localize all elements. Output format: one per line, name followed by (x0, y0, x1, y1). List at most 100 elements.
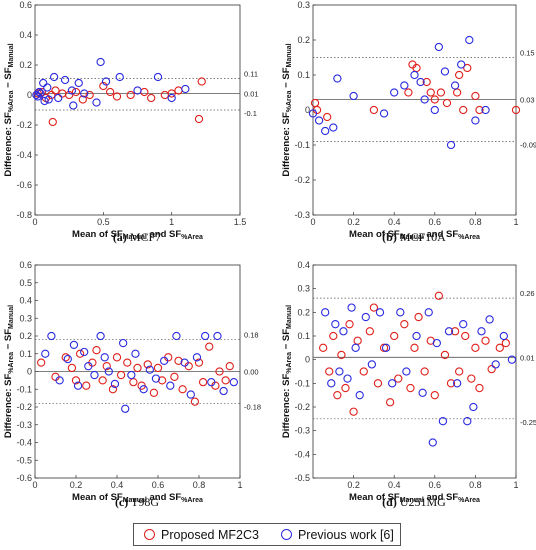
x-tick-label: 0.6 (429, 480, 442, 490)
data-point (194, 358, 204, 367)
data-point (325, 367, 334, 376)
data-point (121, 404, 130, 413)
data-point (430, 95, 439, 104)
data-point (40, 96, 49, 106)
data-point (402, 367, 411, 376)
data-point (60, 75, 70, 85)
data-point (63, 354, 72, 364)
data-point (375, 308, 385, 317)
series-previous (32, 57, 190, 110)
data-point (82, 381, 91, 390)
data-point (170, 372, 179, 381)
x-tick-label: 0 (32, 480, 37, 490)
y-tick-label: -0.5 (16, 455, 32, 465)
data-point (385, 398, 395, 407)
x-tick-label: 0.4 (388, 480, 401, 490)
data-point (444, 327, 454, 336)
data-point (436, 88, 446, 97)
legend-item-proposed: Proposed MF2C3 (144, 528, 259, 542)
data-point (133, 363, 142, 373)
data-point (49, 72, 59, 82)
data-point (420, 95, 429, 104)
data-point (390, 331, 399, 341)
y-tick-label: 0.4 (19, 296, 32, 306)
data-point (367, 360, 377, 369)
data-point (198, 377, 208, 387)
data-point (485, 315, 494, 324)
chart-panel-mcf7: 0 0.5 1 1.5 -0.8 -0.6 -0.4 -0.2 0 0.2 0.4 0.6 0.11 0.… (3, 0, 259, 241)
data-point (104, 367, 113, 376)
data-point (174, 356, 183, 365)
data-point (197, 77, 206, 86)
data-point (331, 320, 340, 329)
data-point (404, 88, 413, 97)
data-point (446, 379, 456, 388)
x-tick-label: 0.2 (347, 480, 360, 490)
legend-label-previous: Previous work [6] (297, 527, 394, 542)
data-point (33, 89, 42, 98)
data-point (420, 367, 429, 376)
data-point (153, 72, 163, 82)
data-point (461, 331, 470, 341)
data-point (463, 417, 472, 426)
blue-circle-marker-icon (280, 529, 292, 540)
data-point (323, 112, 332, 122)
data-point (98, 376, 107, 385)
data-point (440, 67, 450, 76)
data-point (99, 81, 108, 91)
data-point (65, 90, 74, 100)
panel-caption: (c) T98G (115, 495, 159, 509)
data-point (428, 438, 437, 447)
y-tick-label: -0.4 (16, 150, 32, 160)
chart-panel-t98g: 0 0.2 0.4 0.6 0.8 1 -0.6 -0.5 -0.4 -0.3 -0.2 -0.1 0 0… (3, 260, 261, 504)
data-point (341, 383, 350, 393)
x-tick-label: 1 (513, 480, 518, 490)
data-point (51, 86, 60, 95)
data-point (351, 343, 360, 352)
y-axis-title: Difference: SF%Area − SFManual (281, 43, 293, 176)
data-point (80, 347, 89, 357)
data-point (481, 105, 490, 115)
x-tick-label: 0.6 (429, 217, 442, 227)
y-tick-label: -0.3 (294, 426, 310, 436)
data-point (151, 374, 161, 383)
data-point (178, 385, 187, 394)
data-point (143, 360, 152, 369)
x-tick-label: 0.2 (70, 480, 83, 490)
data-point (469, 402, 478, 412)
y-tick-label: 0.2 (19, 331, 32, 341)
y-tick-label: 0.3 (297, 0, 310, 10)
x-axis-title: Mean of SFManual and SF%Area (349, 229, 480, 241)
y-tick-label: 0 (27, 367, 32, 377)
data-point (166, 381, 175, 390)
data-point (221, 376, 230, 385)
data-point (190, 397, 200, 406)
data-point (80, 89, 89, 98)
y-tick-label: -0.2 (294, 402, 310, 412)
mean-label: 0.00 (244, 368, 259, 377)
data-point (327, 379, 336, 388)
data-point (455, 367, 464, 376)
panel-caption: (d) U251MG (382, 495, 446, 509)
data-point (369, 303, 379, 312)
data-point (92, 346, 101, 355)
data-point (318, 343, 328, 352)
x-tick-label: 1 (237, 480, 242, 490)
data-point (465, 35, 474, 45)
mean-label: 0.03 (520, 96, 535, 105)
y-tick-label: 0.1 (19, 349, 32, 359)
data-point (452, 379, 462, 388)
y-tick-label: 0.1 (297, 70, 310, 80)
x-tick-label: 0 (32, 217, 37, 227)
red-circle-marker-icon (144, 529, 155, 540)
data-point (157, 376, 167, 385)
upper-limit-label: 0.18 (244, 331, 259, 340)
data-point (69, 340, 79, 350)
x-tick-label: 0.4 (111, 480, 124, 490)
data-point (343, 374, 352, 383)
data-point (200, 331, 210, 341)
data-point (181, 84, 190, 94)
y-axis-title: Difference: SF%Area − SFManual (3, 305, 15, 438)
data-point (55, 376, 64, 385)
y-tick-label: 0.2 (297, 307, 310, 317)
